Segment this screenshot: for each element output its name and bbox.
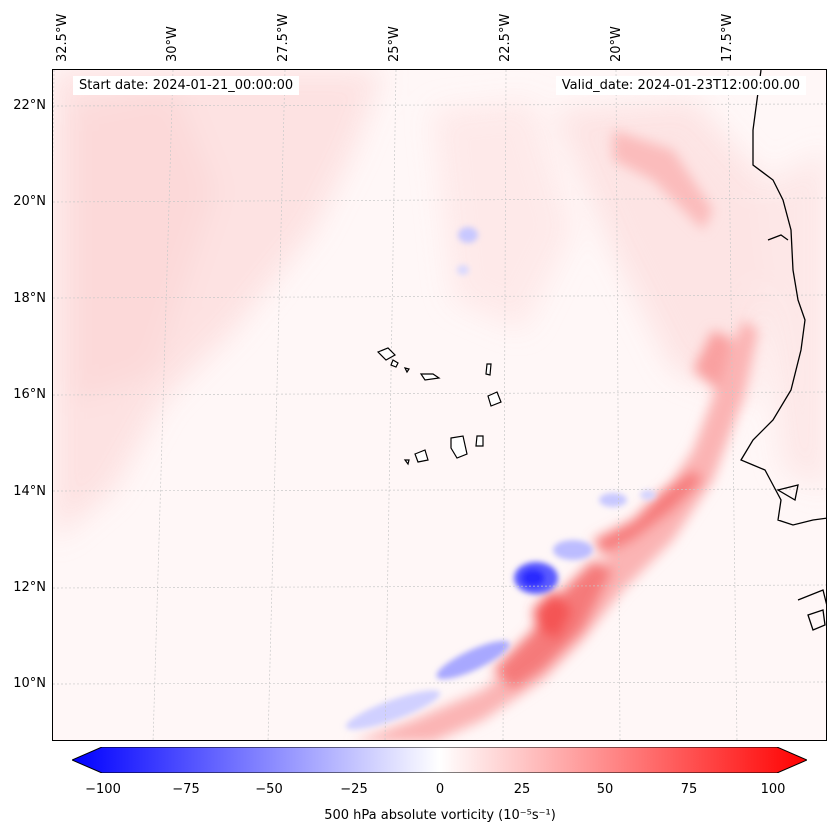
graticule bbox=[53, 70, 826, 740]
lon-label-27.5w: 27.5°W bbox=[276, 13, 291, 62]
start-date-label: Start date: 2024-01-21_00:00:00 bbox=[73, 76, 300, 95]
lon-label-30w: 30°W bbox=[165, 26, 180, 62]
cb-tick-neg50: −50 bbox=[255, 782, 283, 797]
vorticity-field-map bbox=[53, 70, 826, 740]
lon-label-22.5w: 22.5°W bbox=[498, 13, 513, 62]
map-panel[interactable]: Start date: 2024-01-21_00:00:00 Valid_da… bbox=[52, 69, 827, 741]
colorbar bbox=[72, 747, 807, 773]
coastline bbox=[740, 70, 826, 631]
lat-label-14n: 14°N bbox=[13, 484, 46, 499]
lat-label-20n: 20°N bbox=[13, 194, 46, 209]
cb-tick-100: 100 bbox=[760, 782, 786, 797]
cb-tick-25: 25 bbox=[513, 782, 531, 797]
negative-vorticity-patches bbox=[345, 227, 656, 730]
lat-label-10n: 10°N bbox=[13, 676, 46, 691]
cb-tick-neg25: −25 bbox=[340, 782, 368, 797]
cb-tick-neg75: −75 bbox=[172, 782, 200, 797]
cape-verde-islands bbox=[376, 347, 502, 466]
lat-label-22n: 22°N bbox=[13, 98, 46, 113]
lat-label-16n: 16°N bbox=[13, 387, 46, 402]
lon-label-17.5w: 17.5°W bbox=[720, 13, 735, 62]
cb-tick-0: 0 bbox=[435, 782, 445, 797]
colorbar-label: 500 hPa absolute vorticity (10⁻⁵s⁻¹) bbox=[324, 808, 556, 823]
lat-label-18n: 18°N bbox=[13, 291, 46, 306]
lon-label-20w: 20°W bbox=[609, 26, 624, 62]
valid-date-label: Valid_date: 2024-01-23T12:00:00.00 bbox=[555, 76, 806, 95]
cb-tick-neg100: −100 bbox=[85, 782, 121, 797]
cb-tick-75: 75 bbox=[680, 782, 698, 797]
cb-tick-50: 50 bbox=[596, 782, 614, 797]
lon-label-32.5w: 32.5°W bbox=[55, 13, 70, 62]
lon-label-25w: 25°W bbox=[387, 26, 402, 62]
lat-label-12n: 12°N bbox=[13, 580, 46, 595]
positive-vorticity-band bbox=[358, 130, 758, 740]
